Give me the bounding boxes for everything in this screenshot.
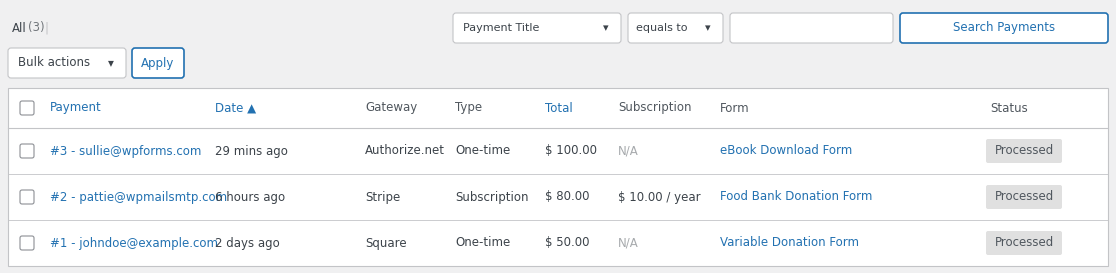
Text: Gateway: Gateway — [365, 102, 417, 114]
Text: 29 mins ago: 29 mins ago — [215, 144, 288, 158]
Text: Apply: Apply — [142, 57, 175, 70]
Text: Payment Title: Payment Title — [463, 23, 539, 33]
Text: #2 - pattie@wpmailsmtp.com: #2 - pattie@wpmailsmtp.com — [50, 191, 228, 203]
Text: Square: Square — [365, 236, 406, 250]
Text: 2 days ago: 2 days ago — [215, 236, 280, 250]
FancyBboxPatch shape — [899, 13, 1108, 43]
Text: 6 hours ago: 6 hours ago — [215, 191, 285, 203]
Text: #1 - johndoe@example.com: #1 - johndoe@example.com — [50, 236, 218, 250]
FancyBboxPatch shape — [20, 144, 33, 158]
Text: One-time: One-time — [455, 144, 510, 158]
Text: Subscription: Subscription — [618, 102, 692, 114]
Text: Status: Status — [990, 102, 1028, 114]
Text: $ 10.00 / year: $ 10.00 / year — [618, 191, 701, 203]
Text: Stripe: Stripe — [365, 191, 401, 203]
Text: N/A: N/A — [618, 144, 638, 158]
Text: Payment: Payment — [50, 102, 102, 114]
Text: Variable Donation Form: Variable Donation Form — [720, 236, 859, 250]
Text: ▾: ▾ — [603, 23, 608, 33]
Text: Processed: Processed — [994, 144, 1054, 158]
FancyBboxPatch shape — [8, 48, 126, 78]
Text: Authorize.net: Authorize.net — [365, 144, 445, 158]
Text: One-time: One-time — [455, 236, 510, 250]
Text: Type: Type — [455, 102, 482, 114]
Text: All: All — [12, 22, 27, 34]
Text: ▾: ▾ — [705, 23, 711, 33]
Bar — [8, 88, 1108, 266]
Text: |: | — [45, 22, 49, 34]
FancyBboxPatch shape — [628, 13, 723, 43]
FancyBboxPatch shape — [987, 231, 1062, 255]
Text: Bulk actions: Bulk actions — [18, 57, 90, 70]
Text: Form: Form — [720, 102, 750, 114]
Text: Processed: Processed — [994, 236, 1054, 250]
Text: ▾: ▾ — [108, 57, 114, 70]
FancyBboxPatch shape — [987, 139, 1062, 163]
Text: Food Bank Donation Form: Food Bank Donation Form — [720, 191, 873, 203]
FancyBboxPatch shape — [20, 101, 33, 115]
FancyBboxPatch shape — [20, 190, 33, 204]
Text: $ 50.00: $ 50.00 — [545, 236, 589, 250]
FancyBboxPatch shape — [20, 236, 33, 250]
Text: $ 100.00: $ 100.00 — [545, 144, 597, 158]
Text: #3 - sullie@wpforms.com: #3 - sullie@wpforms.com — [50, 144, 201, 158]
Text: Subscription: Subscription — [455, 191, 529, 203]
Text: $ 80.00: $ 80.00 — [545, 191, 589, 203]
FancyBboxPatch shape — [453, 13, 620, 43]
Text: eBook Download Form: eBook Download Form — [720, 144, 853, 158]
Text: Processed: Processed — [994, 191, 1054, 203]
Text: (3): (3) — [28, 22, 45, 34]
FancyBboxPatch shape — [730, 13, 893, 43]
Text: Search Payments: Search Payments — [953, 22, 1055, 34]
FancyBboxPatch shape — [132, 48, 184, 78]
Text: Total: Total — [545, 102, 573, 114]
Text: equals to: equals to — [636, 23, 687, 33]
Text: N/A: N/A — [618, 236, 638, 250]
Text: Date ▲: Date ▲ — [215, 102, 257, 114]
FancyBboxPatch shape — [987, 185, 1062, 209]
